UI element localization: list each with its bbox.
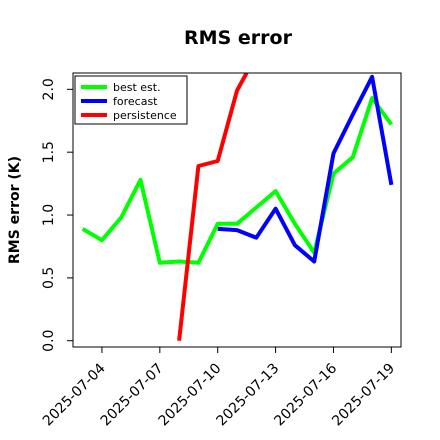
series-line-best-est (81, 96, 394, 265)
chart-title: RMS error (184, 27, 293, 49)
legend-label: best est. (113, 81, 161, 94)
series-line-forecast (217, 74, 394, 264)
y-tick-label: 0.0 (41, 330, 57, 352)
y-tick-label: 1.0 (41, 204, 57, 226)
y-axis: 0.0 0.5 1.0 1.5 2.0 (41, 78, 73, 352)
y-tick-label: 1.5 (41, 141, 57, 163)
plot-frame (72, 72, 402, 348)
legend-label: forecast (113, 95, 158, 108)
y-tick-label: 2.0 (41, 78, 57, 100)
series-line-persistence (177, 73, 249, 341)
series-layer (81, 73, 394, 341)
legend-label: persistence (113, 109, 177, 122)
y-axis-label: RMS error (K) (7, 156, 23, 264)
y-tick-label: 0.5 (41, 267, 57, 289)
